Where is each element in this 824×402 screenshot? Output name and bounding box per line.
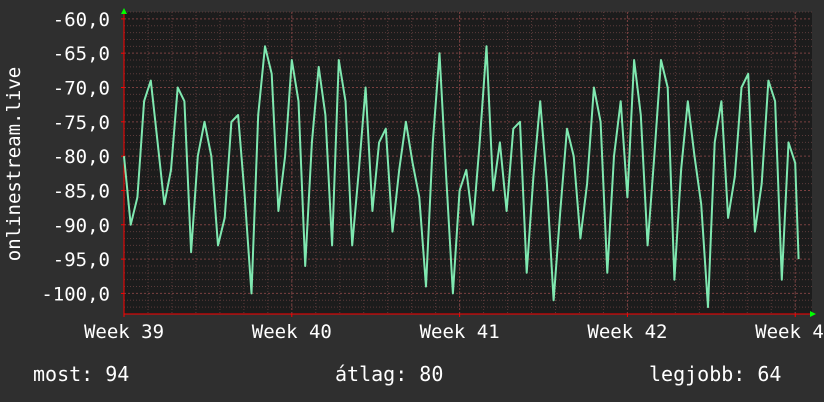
y-axis-ticks: -60,0 -65,0 -70,0 -75,0 -80,0 -85,0 -90,0 -95,0… [41,9,124,305]
best-value: legjobb: 64 [649,362,782,386]
average-value: átlag: 80 [335,362,444,386]
line-chart: -60,0 -65,0 -70,0 -75,0 -80,0 -85,0 -90,0 -95,0… [3,8,824,343]
x-axis-arrow [810,311,816,317]
y-tick-label: -60,0 [53,9,110,31]
y-tick-label: -70,0 [53,78,110,100]
x-tick-label: Week 41 [420,321,500,343]
current-value: most: 94 [33,362,130,386]
x-tick-label: Week 42 [587,321,667,343]
y-axis-arrow [121,8,127,14]
x-tick-label: Week 43 [755,321,824,343]
series-group [123,45,800,309]
x-axis-ticks: Week 39 Week 40 Week 41 Week 42 Week 43 [84,314,824,343]
series-line [123,45,800,309]
y-tick-label: -90,0 [53,215,110,237]
x-tick-label: Week 40 [252,321,332,343]
y-tick-label: -65,0 [53,43,110,65]
y-axis-label: onlinestream.live [3,67,25,261]
y-tick-label: -75,0 [53,112,110,134]
y-tick-label: -100,0 [41,283,110,305]
y-tick-label: -80,0 [53,146,110,168]
y-tick-label: -95,0 [53,249,110,271]
y-tick-label: -85,0 [53,180,110,202]
x-tick-label: Week 39 [84,321,164,343]
